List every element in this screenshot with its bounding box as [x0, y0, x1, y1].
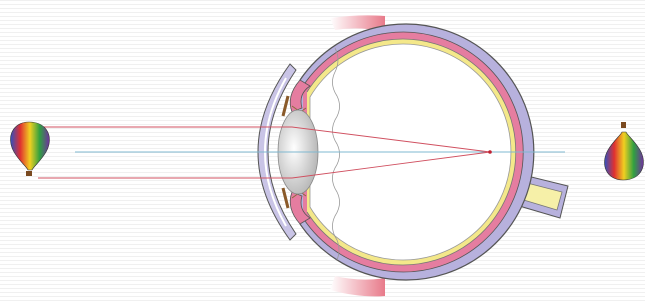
page	[0, 0, 645, 304]
focal-point	[488, 150, 492, 154]
eye-diagram	[0, 0, 645, 304]
